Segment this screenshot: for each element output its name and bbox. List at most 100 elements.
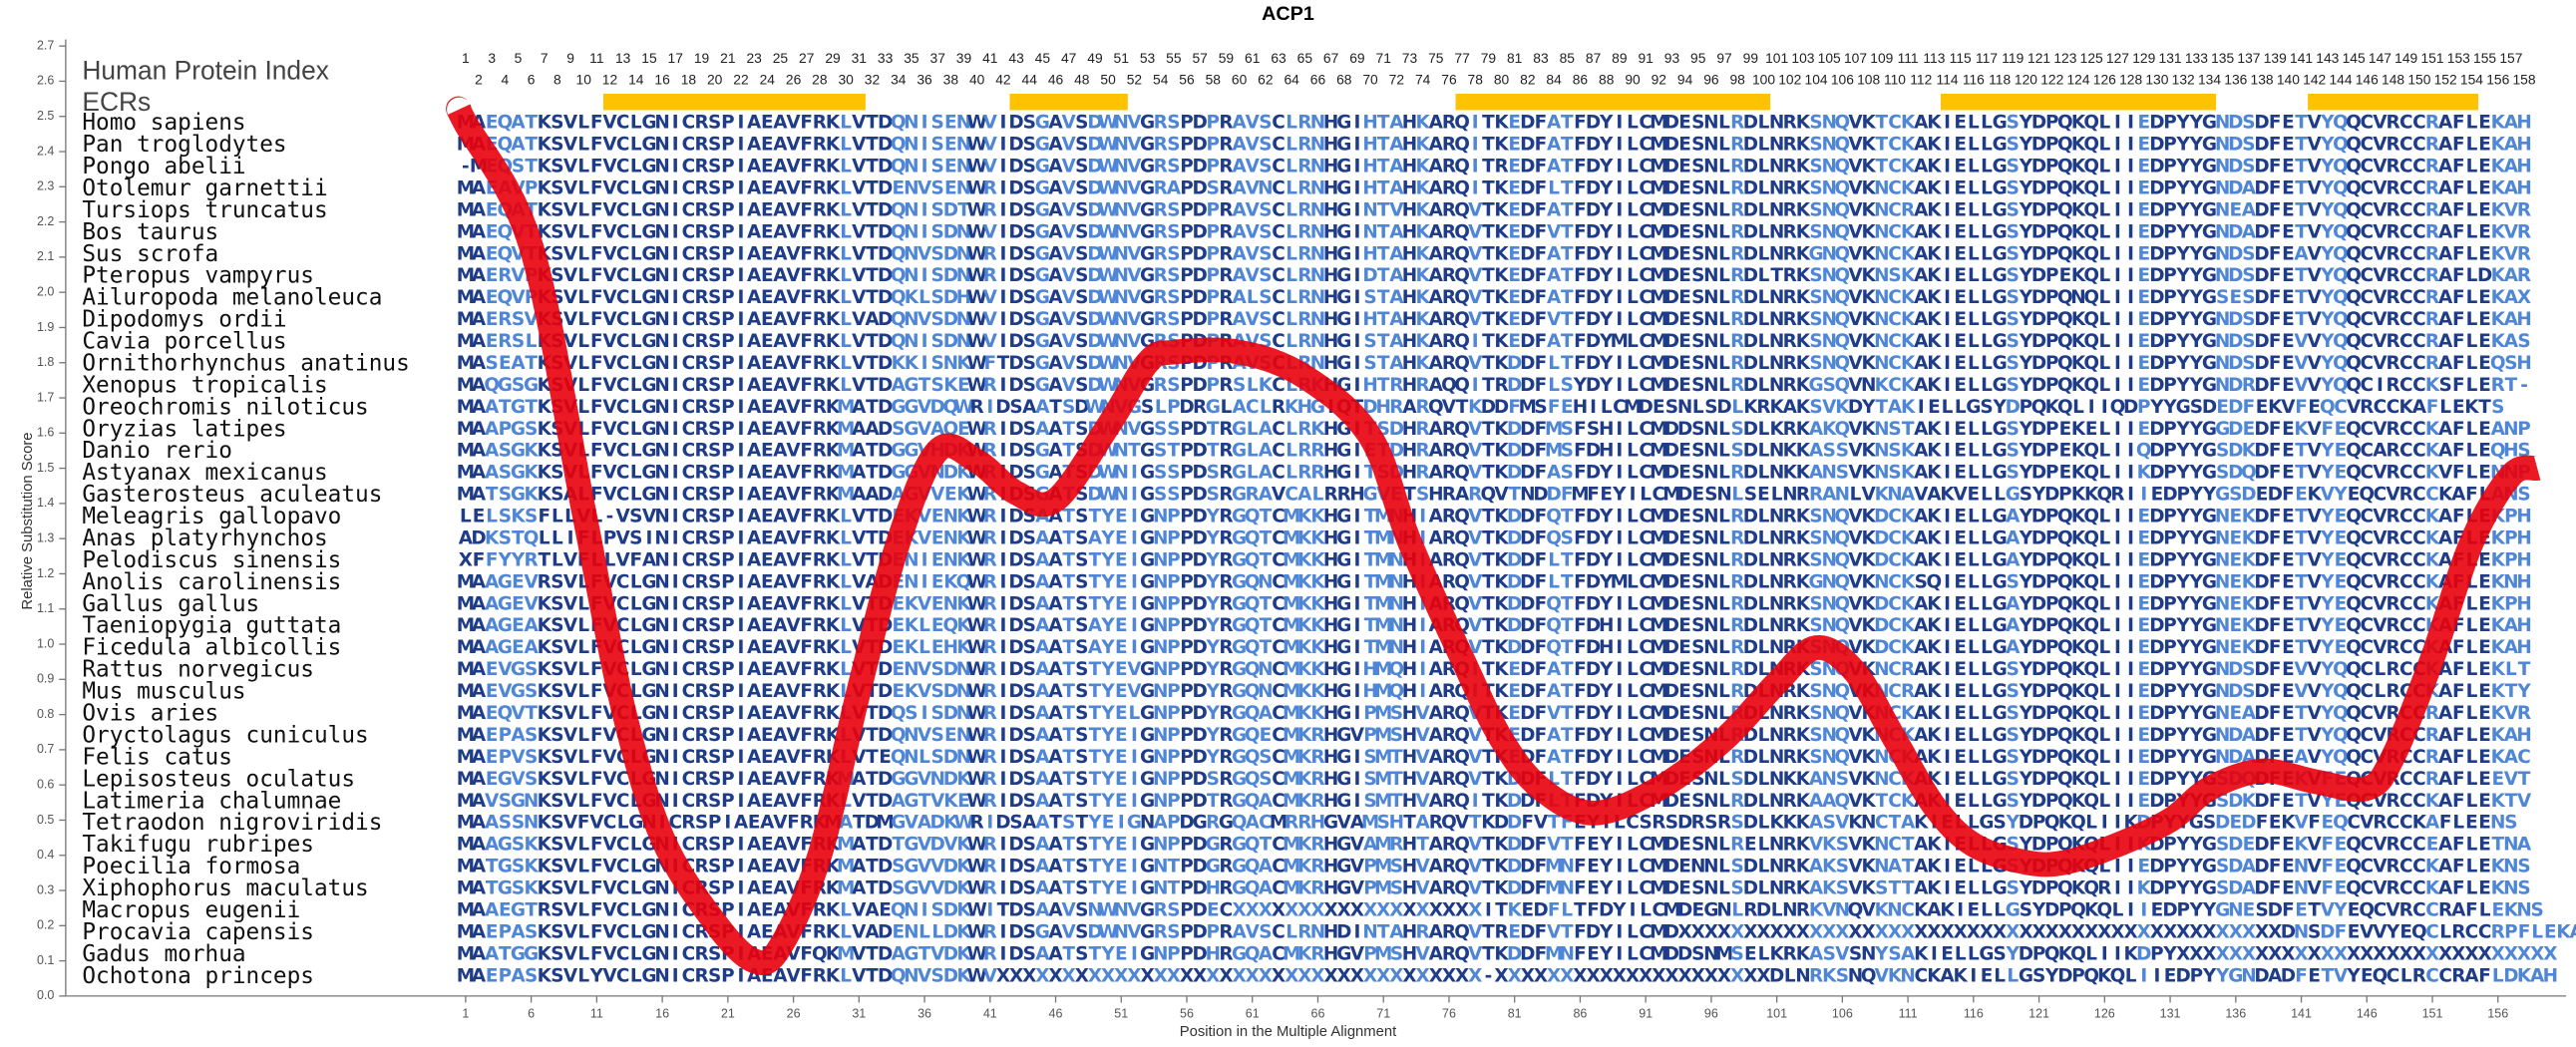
residue: R [694,287,708,308]
residue: D [1743,507,1758,527]
residue: C [616,463,630,484]
residue: I [1000,243,1007,264]
residue: I [2127,309,2134,330]
residue: Y [2176,681,2191,702]
residue: Y [2176,177,2191,198]
residue: F [1574,681,1587,702]
residue: C [2399,177,2413,198]
residue: D [1664,287,1679,308]
residue: T [1377,221,1390,242]
residue: V [563,113,578,134]
residue: I [1616,419,1623,440]
residue: V [852,527,867,548]
residue: F [800,177,813,198]
residue: C [2361,725,2375,746]
residue: L [1601,397,1613,418]
residue: E [1678,265,1691,286]
residue: A [747,397,762,418]
residue: C [682,397,696,418]
residue: A [1048,549,1063,570]
residue: G [2202,463,2217,484]
residue: L [2466,659,2478,680]
residue: L [1942,397,1954,418]
residue: R [1219,113,1233,134]
species-name: Bos taurus [82,219,218,245]
residue: L [577,637,589,658]
residue: V [786,659,801,680]
residue: L [1718,615,1730,636]
residue: N [654,703,669,724]
residue: T [1561,615,1574,636]
residue: N [2215,615,2230,636]
residue: A [773,135,788,156]
residue: L [1968,527,1980,548]
residue: D [878,157,893,177]
residue: I [1419,681,1426,702]
residue: V [511,703,526,724]
residue: G [1140,441,1155,462]
residue: C [2361,309,2375,330]
y-tick-label: 2.6 [37,74,54,88]
residue: Q [1454,331,1470,352]
residue: D [1743,287,1758,308]
residue: L [2098,549,2110,570]
residue: G [1336,615,1351,636]
residue: H [2516,571,2531,592]
residue: V [1246,157,1261,177]
residue: I [1000,549,1007,570]
position-number: 28 [812,71,828,87]
residue: K [1494,135,1509,156]
residue: T [866,157,879,177]
residue: D [1586,507,1601,527]
residue: N [654,265,669,286]
residue: A [1048,725,1063,746]
residue: N [654,221,669,242]
residue: N [956,221,971,242]
residue: P [2045,441,2059,462]
residue: E [931,637,944,658]
residue: L [1627,441,1639,462]
residue: V [2438,463,2453,484]
residue: D [1586,353,1601,374]
residue: C [2412,265,2426,286]
residue: E [1115,571,1128,592]
residue: H [1323,113,1338,134]
residue: W [966,135,986,156]
residue: V [602,221,617,242]
residue: D [1664,637,1679,658]
residue: G [1993,221,2008,242]
residue: E [1954,615,1967,636]
residue: L [1548,549,1560,570]
residue: C [682,441,696,462]
residue: I [2127,441,2134,462]
residue: S [708,703,721,724]
residue: Q [2083,309,2099,330]
residue: D [2149,199,2164,220]
residue: A [747,353,762,374]
residue: A [1048,571,1063,592]
residue: V [1468,463,1483,484]
residue: D [1664,441,1679,462]
residue: S [1259,287,1272,308]
residue: L [1981,265,1993,286]
residue: L [630,593,642,614]
residue: D [2254,331,2269,352]
residue: P [721,463,735,484]
residue: T [1260,527,1273,548]
residue: E [761,441,774,462]
residue: C [2361,593,2375,614]
residue: A [2438,309,2453,330]
residue: Q [1835,135,1851,156]
residue: E [1508,243,1521,264]
residue: S [1023,113,1036,134]
residue: S [1207,485,1220,506]
residue: N [654,375,669,396]
residue: G [498,615,513,636]
residue: R [813,485,827,506]
position-number: 43 [1008,50,1024,66]
residue: A [1048,747,1063,768]
residue: R [813,177,827,198]
residue: S [2517,485,2530,506]
residue: Q [2083,375,2099,396]
residue: N [1703,419,1718,440]
